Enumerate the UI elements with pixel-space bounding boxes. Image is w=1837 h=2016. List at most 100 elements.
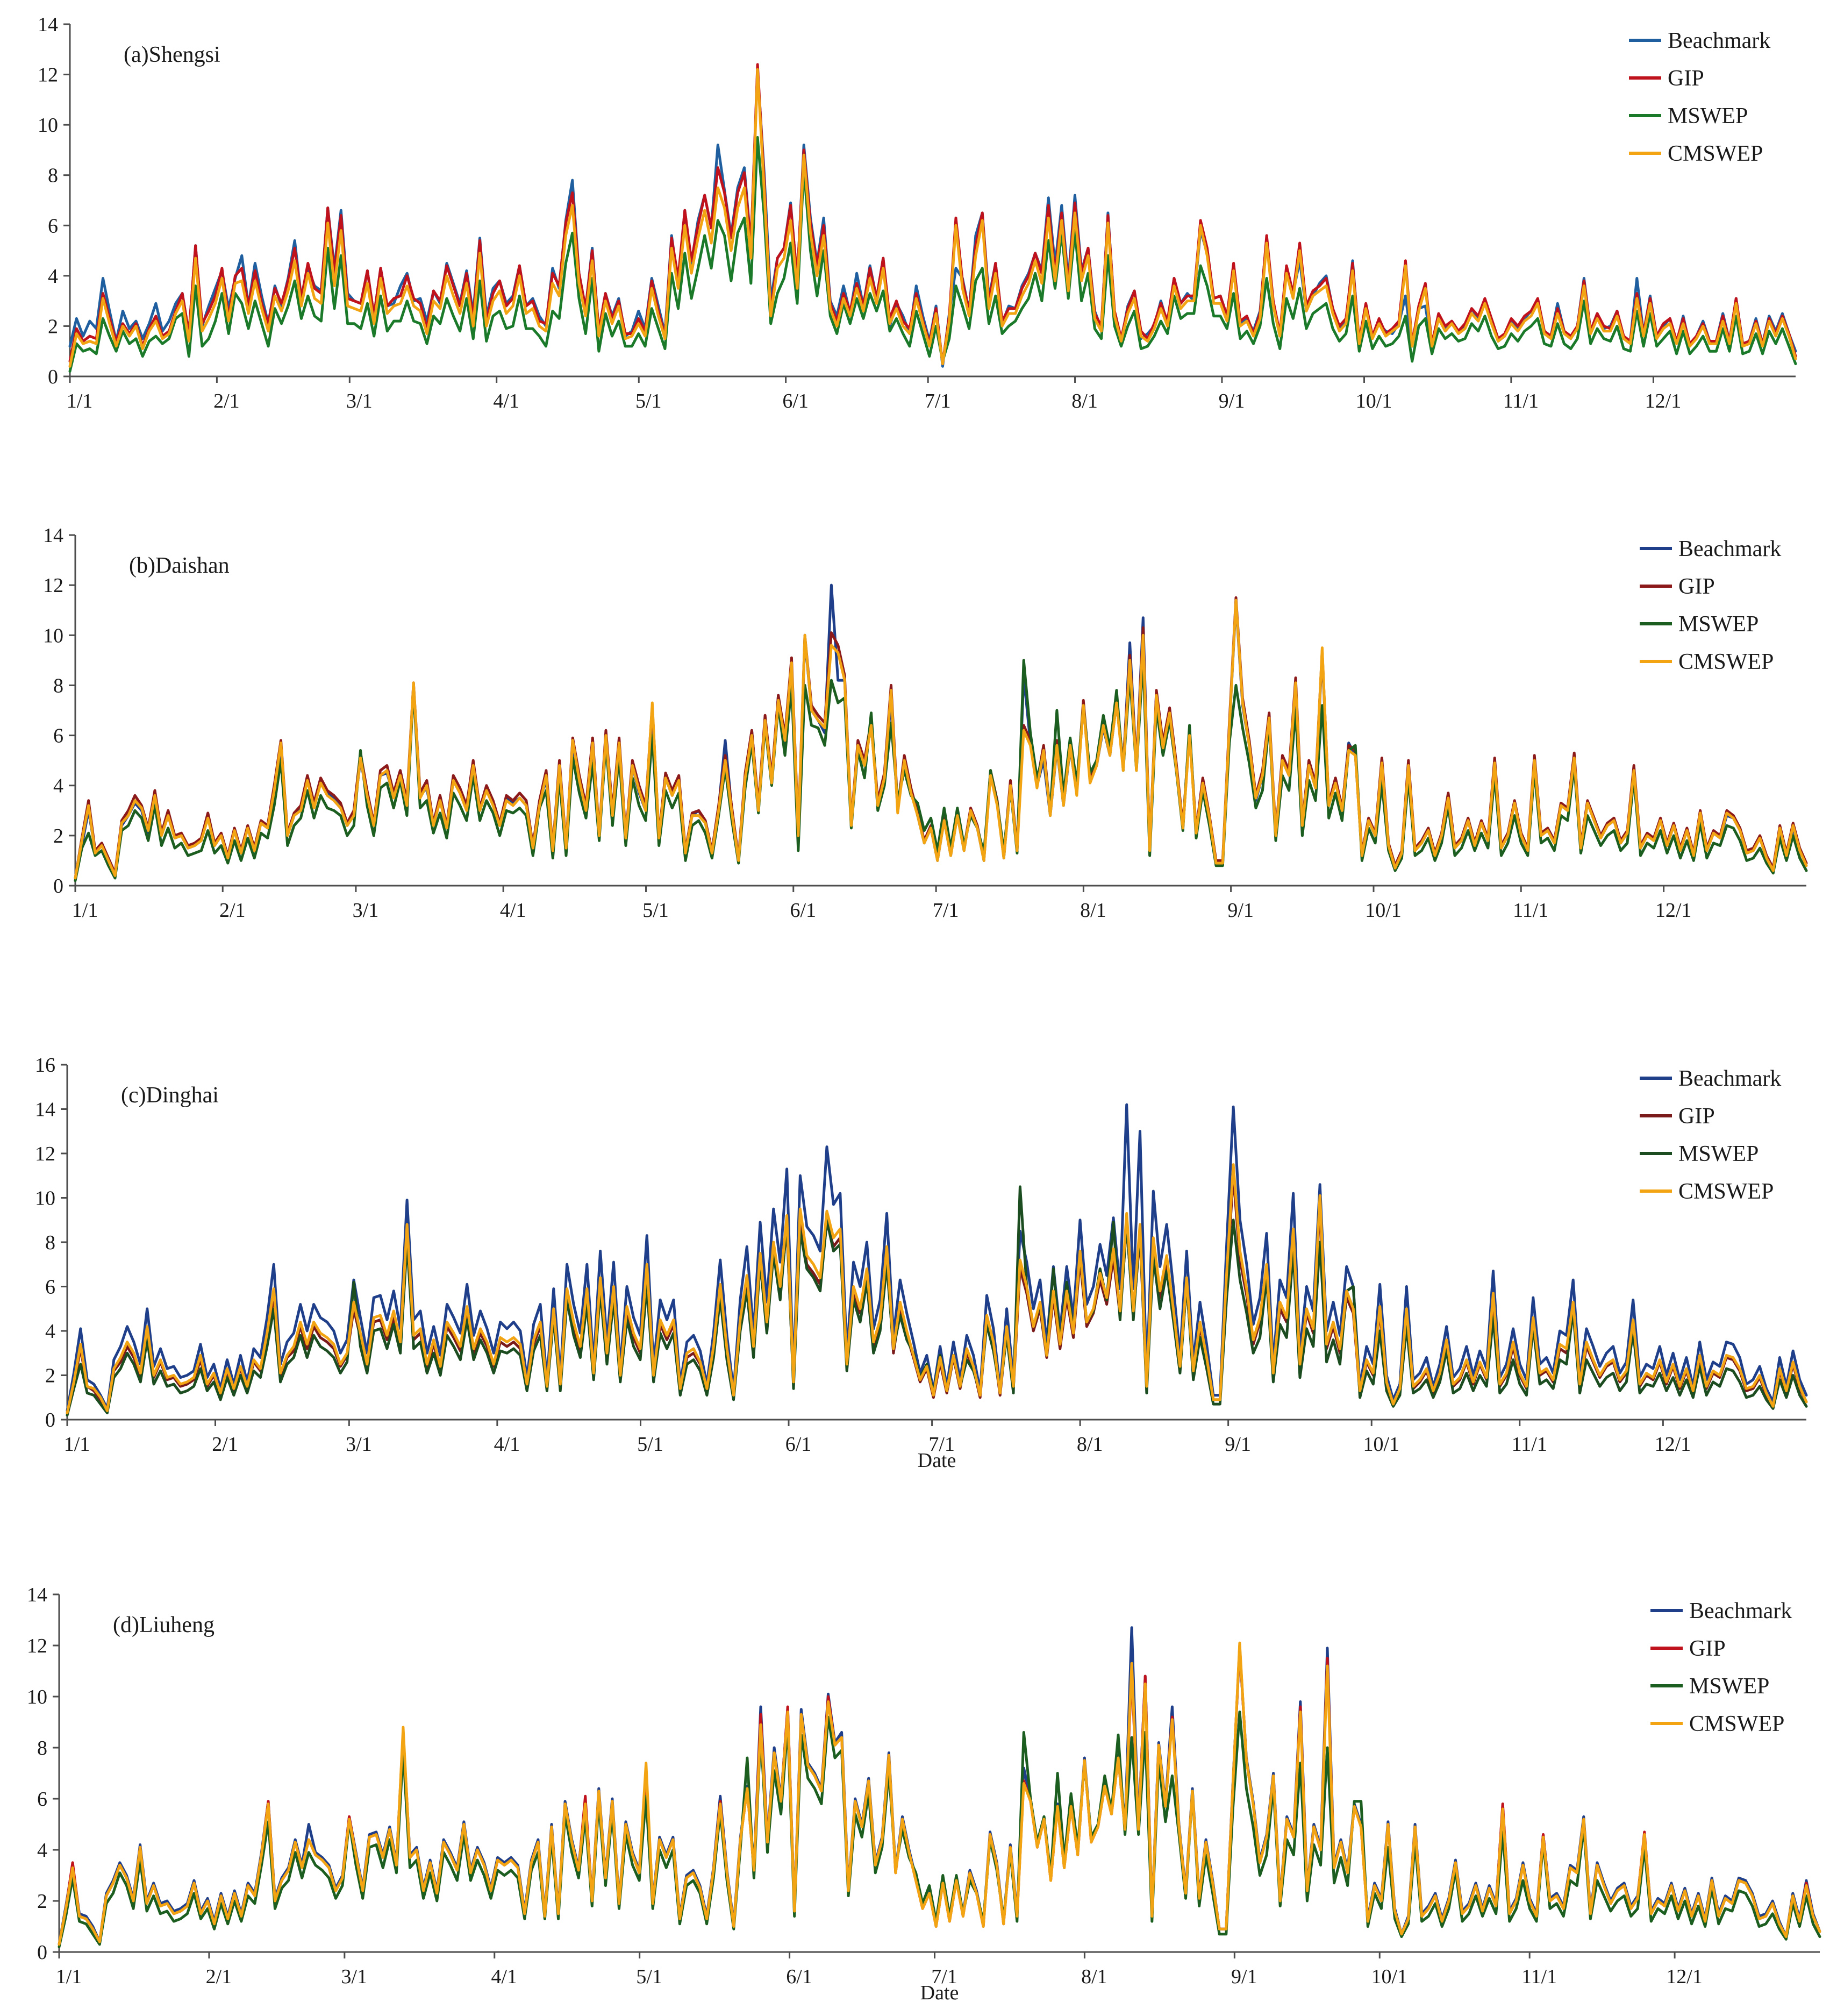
x-tick-label: 5/1 xyxy=(642,899,669,920)
x-tick-label: 11/1 xyxy=(1521,1965,1557,1988)
x-tick-label: 3/1 xyxy=(346,390,373,409)
x-tick-label: 10/1 xyxy=(1365,899,1402,920)
series-line-mswep xyxy=(68,136,1797,373)
y-tick-label: 6 xyxy=(37,1788,47,1811)
x-tick-label: 2/1 xyxy=(212,1433,238,1456)
x-tick-label: 4/1 xyxy=(493,390,519,409)
y-tick-label: 2 xyxy=(45,1365,55,1387)
x-axis-title: Date xyxy=(913,406,952,409)
y-tick-label: 0 xyxy=(45,1409,55,1431)
legend-label-cmswep: CMSWEP xyxy=(1678,650,1774,674)
x-tick-label: 6/1 xyxy=(782,390,809,409)
y-tick-label: 6 xyxy=(48,215,58,237)
x-tick-label: 7/1 xyxy=(933,899,959,920)
x-tick-label: 10/1 xyxy=(1371,1965,1407,1988)
y-tick-label: 10 xyxy=(38,114,58,137)
x-tick-label: 5/1 xyxy=(635,390,662,409)
x-tick-label: 7/1 xyxy=(931,1965,957,1988)
series-line-cmswep xyxy=(66,1163,1808,1415)
chart-svg-b: 0 2 4 6 8 10 12 14 1/1 2/1 3/1 4/1 5/1 6/1 7/1 8/1 9/1 10… xyxy=(43,524,1808,920)
x-tick-label: 11/1 xyxy=(1513,899,1548,920)
legend-label-cmswep: CMSWEP xyxy=(1678,1179,1774,1204)
x-tick-label: 8/1 xyxy=(1080,899,1106,920)
y-tick-label: 4 xyxy=(53,775,63,797)
y-tick-label: 2 xyxy=(37,1890,47,1913)
legend-label-beachmark: Beachmark xyxy=(1678,537,1781,561)
x-tick-label: 5/1 xyxy=(636,1965,662,1988)
legend-label-gip: GIP xyxy=(1689,1636,1726,1661)
legend-label-gip: GIP xyxy=(1678,1104,1715,1129)
x-tick-label: 1/1 xyxy=(67,390,93,409)
x-tick-label: 12/1 xyxy=(1645,390,1682,409)
series-line-cmswep xyxy=(68,68,1797,368)
y-tick-label: 0 xyxy=(48,366,58,388)
series-line-cmswep xyxy=(58,1641,1821,1946)
y-tick-label: 10 xyxy=(35,1187,55,1210)
chart-panel-c: 0 2 4 6 8 10 12 14 16 1/1 2/1 3/1 4/1 5/1 6/1 7/1 8/1 9/1… xyxy=(0,1043,1837,1473)
series-line-beachmark xyxy=(66,1103,1808,1412)
chart-svg-c: 0 2 4 6 8 10 12 14 16 1/1 2/1 3/1 4/1 5/1 6/1 7/1 8/1 9/1… xyxy=(35,1054,1808,1472)
y-tick-label: 2 xyxy=(48,315,58,338)
x-tick-label: 6/1 xyxy=(790,899,816,920)
x-tick-label: 1/1 xyxy=(64,1433,90,1456)
x-tick-label: 9/1 xyxy=(1225,1433,1251,1456)
y-tick-label: 14 xyxy=(35,1099,55,1121)
chart-panel-d: 0 2 4 6 8 10 12 14 1/1 2/1 3/1 4/1 5/1 6/1 7/1 8/1 9/1 10… xyxy=(0,1586,1837,2016)
y-tick-label: 4 xyxy=(45,1320,55,1343)
x-tick-label: 6/1 xyxy=(785,1433,812,1456)
chart-panel-b: 0 2 4 6 8 10 12 14 1/1 2/1 3/1 4/1 5/1 6/1 7/1 8/1 9/1 10… xyxy=(0,511,1837,920)
y-tick-label: 4 xyxy=(37,1839,47,1862)
y-tick-label: 14 xyxy=(38,13,58,36)
legend-label-beachmark: Beachmark xyxy=(1689,1599,1792,1623)
x-axis-title: Date xyxy=(921,915,960,920)
y-tick-label: 8 xyxy=(48,165,58,187)
y-tick-label: 8 xyxy=(53,674,63,697)
y-tick-label: 14 xyxy=(27,1586,47,1606)
legend-label-mswep: MSWEP xyxy=(1678,1142,1759,1166)
y-tick-label: 10 xyxy=(43,624,63,647)
x-tick-label: 1/1 xyxy=(56,1965,82,1988)
y-tick-label: 14 xyxy=(43,524,63,547)
y-tick-label: 6 xyxy=(45,1276,55,1299)
x-tick-label: 9/1 xyxy=(1231,1965,1257,1988)
y-tick-label: 16 xyxy=(35,1054,55,1077)
x-tick-label: 12/1 xyxy=(1655,899,1692,920)
x-tick-label: 9/1 xyxy=(1227,899,1254,920)
x-tick-label: 2/1 xyxy=(219,899,246,920)
x-tick-label: 4/1 xyxy=(491,1965,517,1988)
legend-label-gip: GIP xyxy=(1668,66,1704,91)
legend-label-beachmark: Beachmark xyxy=(1678,1066,1781,1091)
x-tick-label: 1/1 xyxy=(72,899,98,920)
y-tick-label: 4 xyxy=(48,265,58,288)
y-tick-label: 12 xyxy=(43,574,63,597)
legend-label-beachmark: Beachmark xyxy=(1668,29,1770,53)
x-tick-label: 4/1 xyxy=(494,1433,520,1456)
chart-svg-a: 0 2 4 6 8 10 12 14 1/1 2/1 3/1 4/1 5/1 6/1 7/1 8/1 9/1 10… xyxy=(38,13,1797,409)
x-tick-label: 3/1 xyxy=(346,1433,372,1456)
legend-label-mswep: MSWEP xyxy=(1668,104,1748,129)
y-tick-label: 0 xyxy=(37,1941,47,1964)
legend-label-mswep: MSWEP xyxy=(1678,612,1759,637)
legend-label-mswep: MSWEP xyxy=(1689,1674,1769,1699)
legend-label-gip: GIP xyxy=(1678,574,1715,599)
x-tick-label: 8/1 xyxy=(1071,390,1098,409)
series-line-cmswep xyxy=(74,599,1808,880)
x-axis-title: Date xyxy=(920,1982,959,2004)
x-tick-label: 8/1 xyxy=(1081,1965,1107,1988)
y-tick-label: 0 xyxy=(53,875,63,897)
y-tick-label: 12 xyxy=(35,1143,55,1165)
x-tick-label: 11/1 xyxy=(1503,390,1539,409)
x-tick-label: 8/1 xyxy=(1077,1433,1103,1456)
x-tick-label: 10/1 xyxy=(1363,1433,1399,1456)
y-tick-label: 6 xyxy=(53,725,63,747)
legend-label-cmswep: CMSWEP xyxy=(1668,141,1763,166)
x-tick-label: 11/1 xyxy=(1512,1433,1547,1456)
y-tick-label: 12 xyxy=(38,64,58,87)
chart-panel-a: 0 2 4 6 8 10 12 14 1/1 2/1 3/1 4/1 5/1 6/1 7/1 8/1 9/1 10… xyxy=(0,0,1837,409)
x-tick-label: 7/1 xyxy=(928,1433,955,1456)
x-tick-label: 12/1 xyxy=(1655,1433,1691,1456)
panel-title: (b)Daishan xyxy=(129,553,230,578)
x-tick-label: 3/1 xyxy=(341,1965,368,1988)
x-tick-label: 5/1 xyxy=(637,1433,663,1456)
panel-title: (d)Liuheng xyxy=(113,1613,215,1637)
